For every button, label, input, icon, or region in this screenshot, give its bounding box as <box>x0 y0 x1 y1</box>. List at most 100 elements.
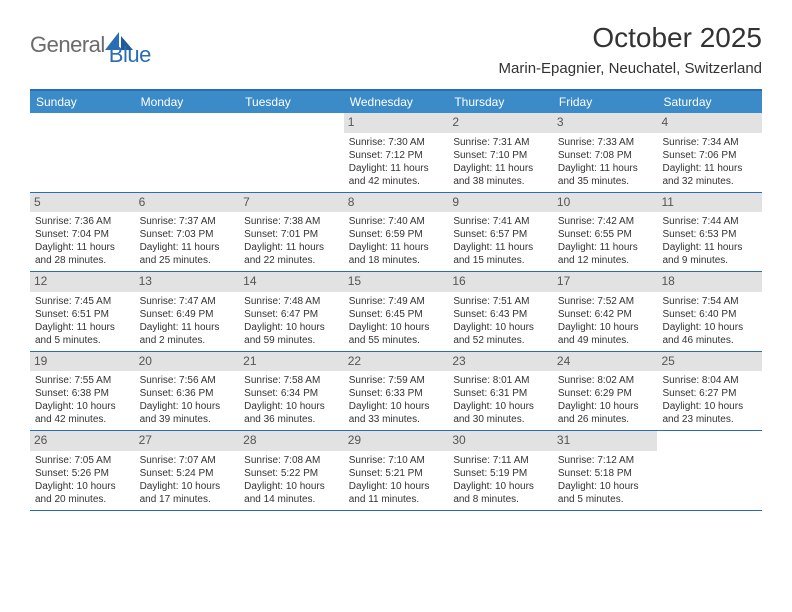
day-cell: 1Sunrise: 7:30 AMSunset: 7:12 PMDaylight… <box>344 113 449 192</box>
day-sunrise: Sunrise: 7:41 AM <box>453 215 548 228</box>
day-dl2: and 22 minutes. <box>244 254 339 267</box>
weekday-header: Tuesday <box>239 91 344 113</box>
day-dl1: Daylight: 10 hours <box>244 400 339 413</box>
day-cell: 5Sunrise: 7:36 AMSunset: 7:04 PMDaylight… <box>30 193 135 272</box>
day-number: 27 <box>135 431 240 451</box>
day-sunrise: Sunrise: 7:49 AM <box>349 295 444 308</box>
day-number: 26 <box>30 431 135 451</box>
day-sunset: Sunset: 6:45 PM <box>349 308 444 321</box>
day-dl2: and 32 minutes. <box>662 175 757 188</box>
day-cell: 13Sunrise: 7:47 AMSunset: 6:49 PMDayligh… <box>135 272 240 351</box>
day-cell: 20Sunrise: 7:56 AMSunset: 6:36 PMDayligh… <box>135 352 240 431</box>
day-dl1: Daylight: 11 hours <box>140 241 235 254</box>
day-number: 7 <box>239 193 344 213</box>
day-number: 8 <box>344 193 449 213</box>
day-sunset: Sunset: 6:55 PM <box>558 228 653 241</box>
day-dl2: and 12 minutes. <box>558 254 653 267</box>
day-sunrise: Sunrise: 7:36 AM <box>35 215 130 228</box>
day-dl1: Daylight: 11 hours <box>244 241 339 254</box>
day-number: 6 <box>135 193 240 213</box>
day-cell: 12Sunrise: 7:45 AMSunset: 6:51 PMDayligh… <box>30 272 135 351</box>
day-cell <box>30 113 135 192</box>
day-dl2: and 42 minutes. <box>349 175 444 188</box>
day-sunrise: Sunrise: 7:12 AM <box>558 454 653 467</box>
day-dl2: and 59 minutes. <box>244 334 339 347</box>
day-dl1: Daylight: 10 hours <box>140 400 235 413</box>
day-sunset: Sunset: 5:24 PM <box>140 467 235 480</box>
day-dl1: Daylight: 10 hours <box>244 321 339 334</box>
day-dl1: Daylight: 10 hours <box>35 480 130 493</box>
calendar: SundayMondayTuesdayWednesdayThursdayFrid… <box>30 89 762 511</box>
week-row: 5 Sunrise: 7:36 AMSunset: 7:04 PM Daylight… <box>30 193 762 273</box>
day-sunrise: Sunrise: 7:45 AM <box>35 295 130 308</box>
day-number: 16 <box>448 272 553 292</box>
day-sunrise: Sunrise: 7:08 AM <box>244 454 339 467</box>
day-sunset: Sunset: 6:40 PM <box>662 308 757 321</box>
title-block: October 2025 Marin-Epagnier, Neuchatel, … <box>499 22 762 77</box>
day-sunset: Sunset: 6:43 PM <box>453 308 548 321</box>
day-sunrise: Sunrise: 7:44 AM <box>662 215 757 228</box>
day-dl2: and 55 minutes. <box>349 334 444 347</box>
day-sunrise: Sunrise: 7:11 AM <box>453 454 548 467</box>
day-number: 29 <box>344 431 449 451</box>
day-sunset: Sunset: 7:04 PM <box>35 228 130 241</box>
day-number: 10 <box>553 193 658 213</box>
day-number: 19 <box>30 352 135 372</box>
day-dl1: Daylight: 10 hours <box>349 321 444 334</box>
weekday-header: Thursday <box>448 91 553 113</box>
day-sunrise: Sunrise: 7:34 AM <box>662 136 757 149</box>
weekday-header-row: SundayMondayTuesdayWednesdayThursdayFrid… <box>30 91 762 113</box>
day-dl1: Daylight: 11 hours <box>453 241 548 254</box>
day-number: 20 <box>135 352 240 372</box>
day-number: 5 <box>30 193 135 213</box>
day-sunrise: Sunrise: 7:33 AM <box>558 136 653 149</box>
day-dl1: Daylight: 11 hours <box>140 321 235 334</box>
weekday-header: Friday <box>553 91 658 113</box>
day-cell: 3Sunrise: 7:33 AMSunset: 7:08 PMDaylight… <box>553 113 658 192</box>
day-number: 2 <box>448 113 553 133</box>
day-sunrise: Sunrise: 7:30 AM <box>349 136 444 149</box>
day-sunrise: Sunrise: 7:40 AM <box>349 215 444 228</box>
day-number: 11 <box>657 193 762 213</box>
day-sunset: Sunset: 5:22 PM <box>244 467 339 480</box>
day-cell: 4Sunrise: 7:34 AMSunset: 7:06 PMDaylight… <box>657 113 762 192</box>
day-sunrise: Sunrise: 8:04 AM <box>662 374 757 387</box>
day-cell: 16Sunrise: 7:51 AMSunset: 6:43 PMDayligh… <box>448 272 553 351</box>
day-dl2: and 18 minutes. <box>349 254 444 267</box>
day-dl1: Daylight: 11 hours <box>35 321 130 334</box>
page-title: October 2025 <box>499 22 762 54</box>
day-sunrise: Sunrise: 8:02 AM <box>558 374 653 387</box>
day-cell: 14Sunrise: 7:48 AMSunset: 6:47 PMDayligh… <box>239 272 344 351</box>
day-sunset: Sunset: 6:42 PM <box>558 308 653 321</box>
day-sunset: Sunset: 7:03 PM <box>140 228 235 241</box>
day-dl2: and 42 minutes. <box>35 413 130 426</box>
day-number: 13 <box>135 272 240 292</box>
weekday-header: Sunday <box>30 91 135 113</box>
day-cell: 19Sunrise: 7:55 AMSunset: 6:38 PMDayligh… <box>30 352 135 431</box>
day-dl1: Daylight: 11 hours <box>349 162 444 175</box>
day-cell: 8Sunrise: 7:40 AMSunset: 6:59 PMDaylight… <box>344 193 449 272</box>
day-sunset: Sunset: 7:10 PM <box>453 149 548 162</box>
day-number: 1 <box>344 113 449 133</box>
day-dl1: Daylight: 10 hours <box>453 480 548 493</box>
day-dl2: and 20 minutes. <box>35 493 130 506</box>
day-sunrise: Sunrise: 7:37 AM <box>140 215 235 228</box>
day-dl2: and 49 minutes. <box>558 334 653 347</box>
day-number: 24 <box>553 352 658 372</box>
day-dl2: and 8 minutes. <box>453 493 548 506</box>
day-sunset: Sunset: 6:36 PM <box>140 387 235 400</box>
day-dl2: and 5 minutes. <box>35 334 130 347</box>
day-number: 22 <box>344 352 449 372</box>
day-number: 3 <box>553 113 658 133</box>
day-cell <box>239 113 344 192</box>
day-sunset: Sunset: 6:59 PM <box>349 228 444 241</box>
day-dl1: Daylight: 10 hours <box>349 480 444 493</box>
day-number: 12 <box>30 272 135 292</box>
day-sunrise: Sunrise: 7:42 AM <box>558 215 653 228</box>
day-cell: 10Sunrise: 7:42 AMSunset: 6:55 PMDayligh… <box>553 193 658 272</box>
day-dl2: and 11 minutes. <box>349 493 444 506</box>
day-dl2: and 14 minutes. <box>244 493 339 506</box>
day-sunrise: Sunrise: 7:52 AM <box>558 295 653 308</box>
day-sunset: Sunset: 6:38 PM <box>35 387 130 400</box>
day-cell: 22Sunrise: 7:59 AMSunset: 6:33 PMDayligh… <box>344 352 449 431</box>
